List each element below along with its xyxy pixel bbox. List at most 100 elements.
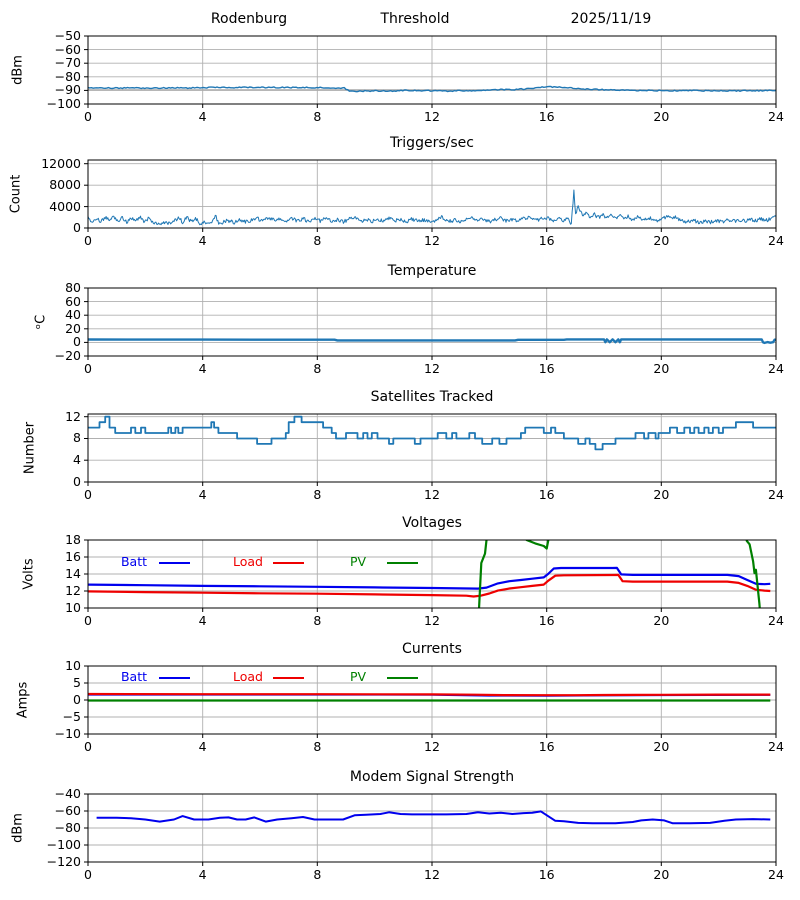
- y-tick-label: −5: [62, 709, 81, 724]
- x-tick-label: 20: [653, 739, 670, 754]
- y-tick-label: 80: [65, 280, 81, 295]
- chart-title-part-0: Rodenburg: [210, 11, 288, 27]
- y-tick-label: 0: [73, 220, 81, 235]
- series-modem-rssi: [96, 810, 771, 825]
- y-tick-label: −40: [54, 786, 81, 801]
- chart-title: Triggers/sec: [390, 135, 474, 151]
- y-tick-label: 0: [73, 334, 81, 350]
- y-tick-label: 8000: [49, 177, 81, 193]
- x-tick-label: 0: [84, 109, 92, 124]
- x-tick-label: 20: [653, 867, 670, 882]
- x-tick-label: 8: [313, 867, 322, 882]
- x-tick-label: 12: [424, 109, 440, 124]
- x-tick-label: 16: [538, 487, 555, 502]
- x-tick-label: 12: [424, 487, 440, 502]
- y-tick-label: −80: [54, 820, 81, 835]
- legend-line-load: [273, 677, 304, 679]
- x-tick-label: 4: [198, 739, 207, 754]
- chart-title: Voltages: [402, 515, 462, 531]
- y-tick-label: 8: [73, 430, 81, 446]
- series-pv-voltage: [477, 539, 761, 609]
- x-tick-label: 8: [313, 739, 322, 754]
- x-tick-label: 0: [84, 233, 92, 248]
- y-tick-label: −100: [46, 837, 81, 852]
- y-tick-label: 18: [65, 532, 81, 547]
- x-tick-label: 24: [768, 739, 784, 754]
- x-tick-label: 24: [768, 233, 784, 248]
- x-tick-label: 16: [538, 613, 555, 628]
- series-satellites-tracked: [88, 415, 776, 451]
- chart-title: Temperature: [387, 263, 477, 279]
- y-tick-label: −60: [54, 41, 81, 57]
- y-tick-label: 40: [65, 307, 81, 323]
- y-tick-label: 14: [65, 566, 81, 581]
- y-axis-label: Amps: [15, 681, 31, 719]
- series-load-current: [88, 692, 771, 697]
- x-tick-label: 20: [653, 613, 670, 628]
- chart-title: Modem Signal Strength: [349, 769, 515, 785]
- y-tick-label: 5: [73, 675, 81, 690]
- chart-title: Currents: [402, 641, 462, 657]
- x-tick-label: 4: [198, 867, 207, 882]
- x-tick-label: 24: [768, 613, 784, 628]
- legend-label-batt: Batt: [120, 554, 148, 569]
- y-tick-label: −70: [54, 55, 81, 71]
- x-tick-label: 12: [424, 867, 440, 882]
- y-tick-label: −60: [54, 803, 81, 818]
- y-axis-label: Count: [8, 174, 24, 214]
- x-tick-label: 16: [538, 867, 555, 882]
- x-tick-label: 0: [84, 361, 92, 376]
- x-tick-label: 12: [424, 739, 440, 754]
- x-tick-label: 0: [84, 487, 92, 502]
- legend-label-batt: Batt: [120, 669, 148, 684]
- y-tick-label: 60: [65, 293, 81, 309]
- x-tick-label: 20: [653, 361, 670, 376]
- y-tick-label: 0: [73, 474, 81, 489]
- y-tick-label: −10: [54, 726, 81, 741]
- y-tick-label: 4000: [49, 198, 81, 214]
- legend-line-pv: [387, 677, 418, 679]
- x-tick-label: 4: [198, 109, 207, 124]
- x-tick-label: 8: [313, 109, 322, 124]
- y-axis-label: dBm: [10, 55, 26, 85]
- y-tick-label: −90: [54, 82, 81, 98]
- x-tick-label: 24: [768, 867, 784, 882]
- legend-label-load: Load: [233, 669, 263, 684]
- y-tick-label: −100: [46, 96, 81, 111]
- x-tick-label: 12: [424, 233, 440, 248]
- legend-label-pv: PV: [349, 554, 367, 569]
- x-tick-label: 16: [538, 361, 555, 376]
- x-tick-label: 0: [84, 739, 92, 754]
- x-tick-label: 24: [768, 487, 784, 502]
- x-tick-label: 24: [768, 109, 784, 124]
- y-tick-label: 12: [65, 408, 81, 424]
- y-tick-label: 16: [65, 549, 81, 564]
- legend-line-load: [273, 562, 304, 564]
- x-tick-label: 20: [653, 233, 670, 248]
- legend-line-pv: [387, 562, 418, 564]
- legend-label-pv: PV: [349, 669, 367, 684]
- series-batt-voltage: [88, 566, 771, 590]
- chart-title: Satellites Tracked: [370, 389, 494, 405]
- y-tick-label: −80: [54, 68, 81, 84]
- chart-title-part-2: 2025/11/19: [570, 11, 652, 27]
- y-tick-label: 0: [73, 692, 81, 707]
- y-tick-label: 4: [73, 452, 81, 468]
- x-tick-label: 8: [313, 487, 322, 502]
- x-tick-label: 4: [198, 233, 207, 248]
- y-tick-label: −20: [54, 348, 81, 363]
- legend-line-batt: [159, 677, 190, 679]
- x-tick-label: 4: [198, 361, 207, 376]
- x-tick-label: 16: [538, 109, 555, 124]
- x-tick-label: 12: [424, 613, 440, 628]
- chart-title-part-1: Threshold: [380, 11, 450, 27]
- x-tick-label: 16: [538, 739, 555, 754]
- x-tick-label: 8: [313, 613, 322, 628]
- series-trigger-rate: [88, 189, 776, 226]
- x-tick-label: 0: [84, 867, 92, 882]
- y-tick-label: 20: [65, 320, 81, 336]
- series-receiver-rssi: [88, 85, 776, 93]
- legend-line-batt: [159, 562, 190, 564]
- x-tick-label: 16: [538, 233, 555, 248]
- y-tick-label: 12000: [41, 155, 81, 171]
